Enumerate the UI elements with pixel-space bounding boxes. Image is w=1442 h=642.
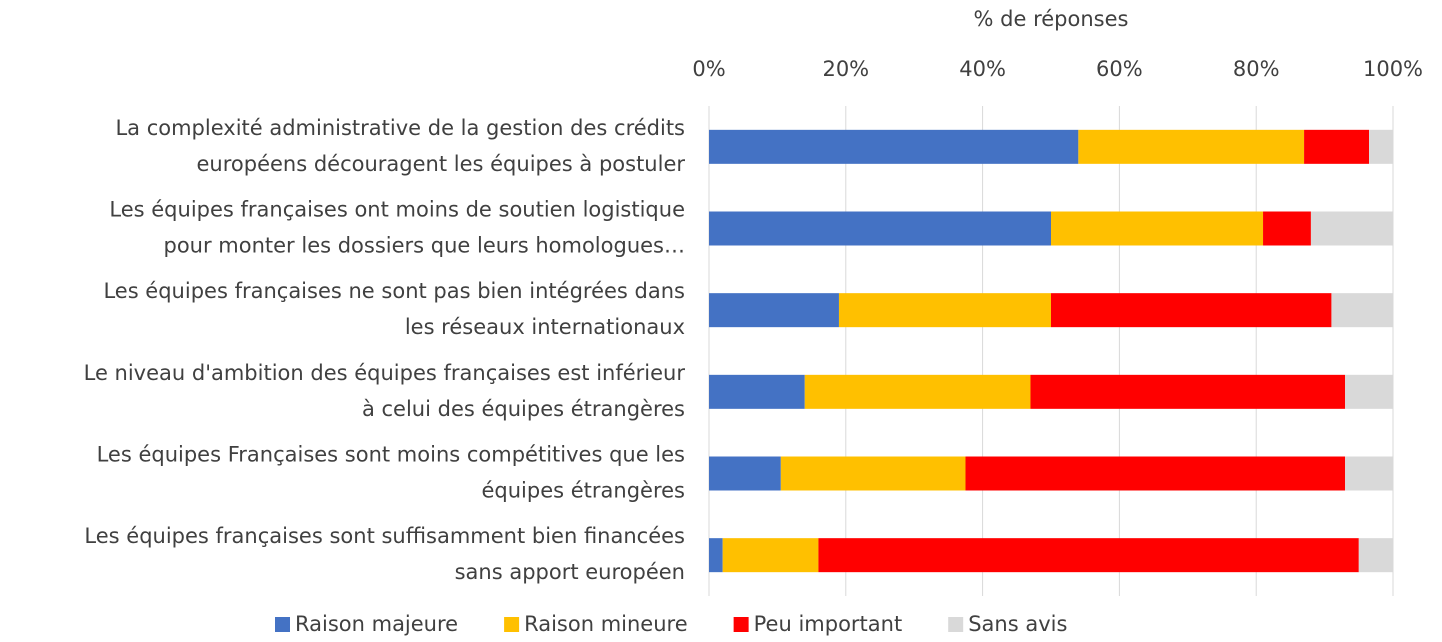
- y-tick-label: Les équipes françaises sont suffisamment…: [84, 524, 685, 548]
- x-tick-label: 100%: [1363, 57, 1423, 81]
- bar: [1310, 211, 1393, 246]
- x-tick-label: 60%: [1096, 57, 1143, 81]
- y-tick-label: européens découragent les équipes à post…: [197, 152, 686, 176]
- y-tick-label: La complexité administrative de la gesti…: [115, 116, 685, 140]
- bar: [709, 129, 1079, 164]
- y-tick-label: Le niveau d'ambition des équipes françai…: [84, 361, 686, 385]
- bar: [804, 374, 1031, 409]
- bar: [709, 374, 805, 409]
- bar: [1345, 374, 1393, 409]
- bar: [1369, 129, 1393, 164]
- bar: [1051, 293, 1332, 328]
- bar: [780, 456, 966, 491]
- legend-swatch: [275, 617, 290, 632]
- bar: [709, 211, 1051, 246]
- y-tick-label: Les équipes françaises ont moins de sout…: [109, 198, 685, 222]
- y-tick-label: les réseaux internationaux: [405, 315, 685, 339]
- y-tick-label: équipes étrangères: [481, 479, 685, 503]
- legend-label: Raison majeure: [295, 612, 458, 636]
- bar: [1263, 211, 1311, 246]
- legend-swatch: [948, 617, 964, 632]
- legend-label: Sans avis: [968, 612, 1067, 636]
- legend-swatch: [504, 617, 520, 632]
- bar: [1358, 538, 1393, 573]
- y-tick-label: Les équipes Françaises sont moins compét…: [97, 443, 685, 467]
- bar: [1030, 374, 1346, 409]
- bar: [1345, 456, 1393, 491]
- y-tick-label: à celui des équipes étrangères: [362, 397, 685, 421]
- y-tick-label: Les équipes françaises ne sont pas bien …: [103, 279, 685, 303]
- x-tick-label: 40%: [959, 57, 1006, 81]
- bar: [709, 293, 839, 328]
- x-tick-label: 80%: [1233, 57, 1280, 81]
- legend-swatch: [733, 617, 749, 632]
- legend-label: Peu important: [754, 612, 903, 636]
- bar: [709, 456, 781, 491]
- x-tick-label: 20%: [822, 57, 869, 81]
- bar: [709, 538, 723, 573]
- bar: [818, 538, 1359, 573]
- y-tick-label: sans apport européen: [455, 560, 685, 584]
- x-tick-label: 0%: [692, 57, 725, 81]
- bar: [838, 293, 1051, 328]
- bar: [1051, 211, 1264, 246]
- bar: [1331, 293, 1393, 328]
- bar: [722, 538, 819, 573]
- bar: [1304, 129, 1370, 164]
- y-tick-label: pour monter les dossiers que leurs homol…: [163, 234, 685, 258]
- axis-title: % de réponses: [974, 7, 1129, 31]
- legend-label: Raison mineure: [524, 612, 688, 636]
- bar: [1078, 129, 1305, 164]
- bar: [965, 456, 1346, 491]
